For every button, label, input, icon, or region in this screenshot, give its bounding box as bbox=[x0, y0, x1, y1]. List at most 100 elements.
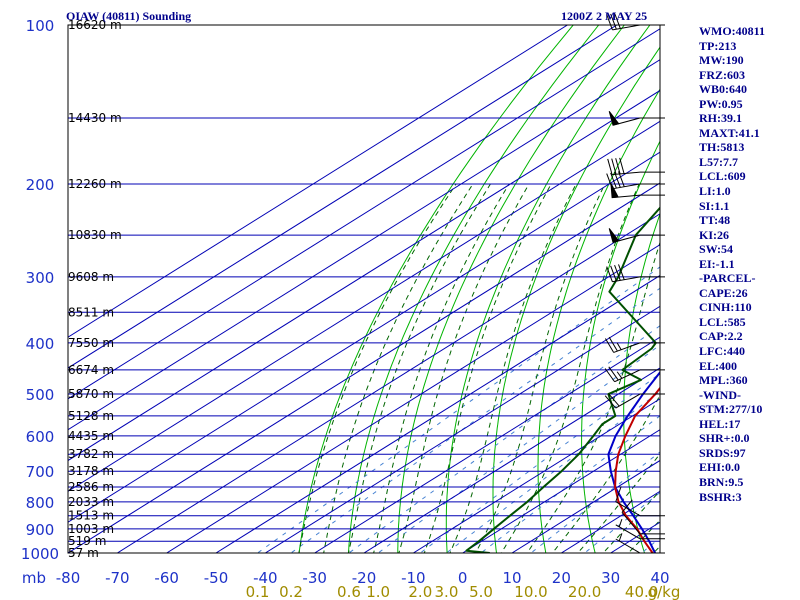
index-line: RH:39.1 bbox=[699, 111, 742, 126]
index-line: SHR+:0.0 bbox=[699, 431, 750, 446]
wind-barb-full bbox=[618, 264, 625, 280]
index-line: MAXT:41.1 bbox=[699, 125, 760, 140]
temperature-tick-label: -20 bbox=[352, 569, 377, 587]
moist-adiabat-line bbox=[475, 183, 606, 553]
temperature-tick-label: 0 bbox=[458, 569, 468, 587]
wind-barb-full bbox=[610, 13, 617, 30]
isotherm-line bbox=[68, 89, 660, 462]
isotherm-line bbox=[68, 25, 618, 369]
pressure-tick-label: 700 bbox=[26, 463, 55, 481]
moist-adiabat-line bbox=[423, 183, 552, 553]
pressure-tick-label: 100 bbox=[26, 17, 55, 35]
isotherm-line bbox=[68, 59, 660, 431]
isotherm-line bbox=[511, 459, 660, 553]
height-label: 3782 m bbox=[68, 447, 114, 461]
dry-adiabat-line bbox=[780, 25, 800, 564]
height-label: 10830 m bbox=[68, 228, 122, 242]
wind-barb-staff bbox=[615, 538, 641, 554]
wind-barb-full bbox=[615, 158, 621, 175]
wind-barb-full bbox=[604, 338, 615, 353]
mixing-ratio-line bbox=[256, 266, 660, 553]
wind-barb-full bbox=[610, 265, 617, 282]
temperature-tick-label: -60 bbox=[154, 569, 179, 587]
index-line: SI:1.1 bbox=[699, 198, 730, 213]
temperature-tick-label: -10 bbox=[401, 569, 426, 587]
index-line: PW:0.95 bbox=[699, 96, 743, 111]
wind-barb-staff bbox=[612, 24, 641, 31]
pressure-tick-label: 600 bbox=[26, 428, 55, 446]
mixing-ratio-label: 20.0 bbox=[568, 583, 601, 600]
mixing-ratio-label: 0.6 bbox=[337, 583, 361, 600]
index-line: LCL:585 bbox=[699, 314, 746, 329]
index-line: EI:-1.1 bbox=[699, 256, 735, 271]
index-line: LFC:440 bbox=[699, 344, 745, 359]
wind-barb-staff bbox=[614, 369, 641, 383]
wind-barb-full bbox=[604, 395, 617, 409]
dry-adiabat-line bbox=[492, 46, 660, 553]
index-line: CINH:110 bbox=[699, 300, 752, 315]
wind-barb-full bbox=[618, 171, 625, 187]
wind-barb-full bbox=[608, 393, 620, 407]
index-line: SRDS:97 bbox=[699, 445, 746, 460]
height-label: 57 m bbox=[68, 546, 99, 560]
temperature-tick-label: 40 bbox=[650, 569, 669, 587]
wind-barb bbox=[621, 499, 665, 535]
index-line: LCL:609 bbox=[699, 169, 746, 184]
mixing-ratio-line bbox=[290, 287, 660, 553]
height-label: 3178 m bbox=[68, 464, 114, 478]
isotherm-line bbox=[215, 274, 660, 553]
mixing-ratio-line bbox=[348, 325, 660, 553]
mixing-ratio-label: 10.0 bbox=[514, 583, 547, 600]
wind-barb-full bbox=[619, 157, 625, 174]
height-label: 4435 m bbox=[68, 429, 114, 443]
isotherm-line bbox=[68, 182, 660, 553]
height-label: 1513 m bbox=[68, 509, 114, 523]
wind-barb-full bbox=[604, 368, 616, 383]
mixing-ratio-label: 0.2 bbox=[279, 583, 303, 600]
indices-panel: WMO:40811 TP:213 MW:190 FRZ:603 WB0:640 … bbox=[699, 24, 765, 504]
dewpoint-curve bbox=[465, 206, 660, 553]
height-label: 8511 m bbox=[68, 305, 114, 319]
isotherm-line bbox=[68, 120, 660, 492]
wind-barb bbox=[604, 336, 665, 353]
wind-barb bbox=[608, 228, 665, 244]
isotherm-line bbox=[413, 398, 660, 553]
index-line: EL:400 bbox=[699, 358, 738, 373]
sounding-time: 1200Z 2 MAY 25 bbox=[561, 9, 648, 23]
index-line: BRN:9.5 bbox=[699, 474, 744, 489]
dry-adiabat-line bbox=[397, 25, 625, 553]
wind-barb-pennant bbox=[610, 182, 619, 199]
index-line: -PARCEL- bbox=[699, 271, 756, 286]
wind-barb-half bbox=[618, 518, 623, 527]
height-label: 6674 m bbox=[68, 363, 114, 377]
dry-adiabat-line bbox=[347, 25, 600, 553]
moist-adiabat-line bbox=[323, 183, 474, 553]
wind-barb-full bbox=[614, 172, 621, 188]
mixing-ratio-line bbox=[583, 491, 660, 553]
chart-grid bbox=[68, 25, 800, 564]
wind-barb bbox=[604, 366, 665, 383]
index-line: HEL:17 bbox=[699, 416, 741, 431]
height-label: 1003 m bbox=[68, 522, 114, 536]
plot-frame bbox=[67, 24, 661, 554]
mixing-ratio-label: 40.0 bbox=[625, 583, 658, 600]
height-label: 12260 m bbox=[68, 177, 122, 191]
temperature-tick-label: 20 bbox=[552, 569, 571, 587]
index-line: TH:5813 bbox=[699, 140, 745, 155]
index-line: STM:277/10 bbox=[699, 402, 763, 417]
height-label: 519 m bbox=[68, 534, 106, 548]
pressure-tick-label: 400 bbox=[26, 335, 55, 353]
dry-adiabat-line bbox=[581, 140, 660, 553]
wind-barb bbox=[606, 13, 665, 31]
index-line: TP:213 bbox=[699, 38, 737, 53]
temperature-tick-label: 10 bbox=[502, 569, 521, 587]
parcel-curve bbox=[607, 370, 660, 553]
mixing-ratio-line bbox=[530, 451, 660, 553]
isotherm-line bbox=[314, 336, 660, 553]
temperature-tick-label: 30 bbox=[601, 569, 620, 587]
sounding-title: OIAW (40811) Sounding bbox=[66, 9, 192, 23]
wind-barb-full bbox=[608, 366, 619, 381]
wind-barb bbox=[610, 182, 665, 199]
moist-adiabat-line bbox=[398, 183, 530, 553]
